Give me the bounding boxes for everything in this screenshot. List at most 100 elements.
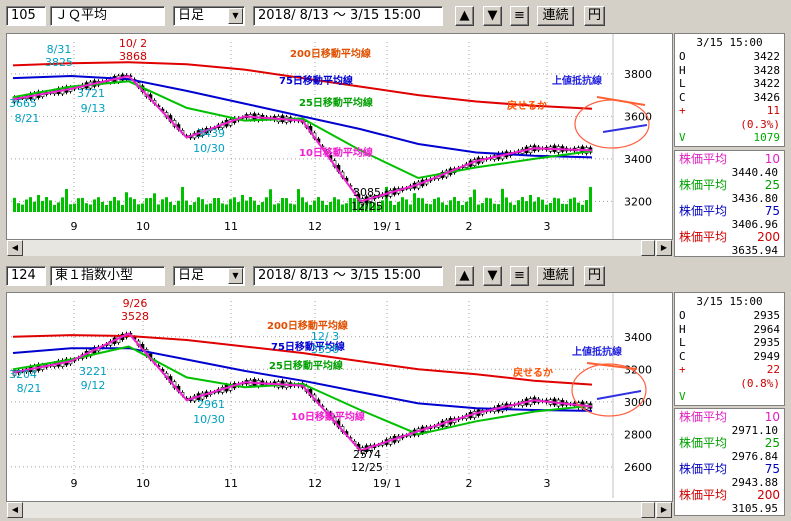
chart-annotation: 戻せるか xyxy=(512,366,553,379)
volume-bar xyxy=(57,202,60,212)
name-field[interactable]: ＪＱ平均 xyxy=(50,6,165,26)
horizontal-scrollbar[interactable]: ◀ ▶ xyxy=(7,502,672,518)
prev-button[interactable]: ▲ xyxy=(455,266,474,286)
volume-bar xyxy=(245,200,248,212)
chevron-down-icon[interactable]: ▼ xyxy=(228,268,243,284)
volume-bar xyxy=(29,197,32,212)
quote-panel: 3/15 15:00 O 3422 H 3428 L 3422 C 3426 +11 (0.3%)… xyxy=(674,33,785,147)
ma-value: 2976.84 xyxy=(731,450,778,463)
volume-bar xyxy=(93,199,96,212)
ma-line xyxy=(12,74,593,159)
chart-area[interactable]: 3200 3400 3600 3800 9 10 11 12 19/ 1 2 3 200日移動平均線 7… xyxy=(6,33,673,240)
price-label: 3868 xyxy=(119,50,147,63)
ma-panel: 株価平均 10 2971.10 株価平均 25 2976.84 株価平均 75 2943.88 株… xyxy=(674,408,785,516)
arrow-up-icon: ▲ xyxy=(459,268,470,283)
chart-area[interactable]: 2600 2800 3000 3200 3400 9 10 11 12 19/ 1 2 3 200日移動… xyxy=(6,292,673,502)
volume-bar xyxy=(141,203,144,212)
horizontal-scrollbar[interactable]: ◀ ▶ xyxy=(7,240,672,256)
volume-bar xyxy=(281,197,284,212)
quote-value: 3428 xyxy=(753,63,781,77)
y-tick-label: 3800 xyxy=(624,68,652,81)
date-range-field[interactable]: 2018/ 8/13 ～ 3/15 15:00 xyxy=(253,266,443,286)
y-tick-label: 3000 xyxy=(624,396,652,409)
arrow-down-icon: ▼ xyxy=(487,268,498,283)
yen-button[interactable]: 円 xyxy=(584,6,605,26)
volume-bar xyxy=(253,200,256,212)
continuous-button[interactable]: 連続 xyxy=(537,6,574,26)
volume-bar xyxy=(437,197,440,212)
period-select[interactable]: 日足 ▼ xyxy=(173,266,245,286)
quote-row: +22 xyxy=(677,363,782,376)
price-label: 3825 xyxy=(45,56,73,69)
menu-button[interactable]: ≡ xyxy=(510,6,529,26)
volume-bar xyxy=(13,197,16,212)
quote-row: (0.3%) xyxy=(677,118,782,131)
scroll-left-icon[interactable]: ◀ xyxy=(7,502,23,518)
resistance-stroke xyxy=(586,362,638,370)
ma-line xyxy=(12,332,593,452)
scroll-thumb[interactable] xyxy=(641,240,655,256)
volume-bar xyxy=(325,204,328,212)
volume-bar xyxy=(21,204,24,212)
chevron-down-icon[interactable]: ▼ xyxy=(228,8,243,24)
scroll-right-icon[interactable]: ▶ xyxy=(656,240,672,256)
volume-bar xyxy=(445,204,448,212)
quote-value: 3422 xyxy=(753,50,781,63)
volume-bar xyxy=(401,197,404,212)
volume-bar xyxy=(293,204,296,212)
volume-bar xyxy=(257,204,260,212)
chart-annotation: 上値抵抗線 xyxy=(572,345,622,358)
menu-button[interactable]: ≡ xyxy=(510,266,529,286)
volume-bar xyxy=(129,197,132,212)
yen-button[interactable]: 円 xyxy=(584,266,605,286)
name-field[interactable]: 東１指数小型 xyxy=(50,266,165,286)
scroll-right-icon[interactable]: ▶ xyxy=(656,502,672,518)
ma-label: 株価平均 75 xyxy=(677,463,782,476)
volume-bar xyxy=(301,197,304,212)
volume-bar xyxy=(489,198,492,212)
quote-key: V xyxy=(679,131,686,144)
toolbar: 105 ＪＱ平均 日足 ▼ 2018/ 8/13 ～ 3/15 15:00 ▲ … xyxy=(0,0,791,30)
price-label: 10/30 xyxy=(193,142,225,155)
volume-bar xyxy=(289,203,292,212)
x-tick-label: 19/ 1 xyxy=(373,220,401,233)
x-tick-label: 19/ 1 xyxy=(373,477,401,490)
quote-value: 11 xyxy=(766,104,780,117)
quote-row: V 1079 xyxy=(677,131,782,144)
price-label: 9/13 xyxy=(81,102,106,115)
volume-bar xyxy=(389,200,392,212)
volume-bar xyxy=(345,203,348,212)
scroll-left-icon[interactable]: ◀ xyxy=(7,240,23,256)
volume-bar xyxy=(321,200,324,212)
next-button[interactable]: ▼ xyxy=(483,266,502,286)
quote-value: 1079 xyxy=(753,131,781,144)
volume-bar xyxy=(521,197,524,212)
volume-bar xyxy=(481,203,484,212)
volume-bar xyxy=(225,204,228,212)
period-select[interactable]: 日足 ▼ xyxy=(173,6,245,26)
prev-button[interactable]: ▲ xyxy=(455,6,474,26)
ma-line xyxy=(12,345,593,436)
volume-bar xyxy=(341,204,344,212)
next-button[interactable]: ▼ xyxy=(483,6,502,26)
price-label: 3665 xyxy=(9,97,37,110)
x-tick-label: 11 xyxy=(224,477,238,490)
code-field[interactable]: 105 xyxy=(6,6,46,26)
volume-bar xyxy=(329,201,332,212)
quote-value: (0.8%) xyxy=(740,376,780,390)
y-tick-label: 2800 xyxy=(624,428,652,441)
volume-bar xyxy=(537,197,540,212)
ma-value: 3436.80 xyxy=(731,192,778,205)
volume-bar xyxy=(373,202,376,212)
volume-bar xyxy=(377,204,380,212)
quote-key: V xyxy=(679,390,686,403)
continuous-button[interactable]: 連続 xyxy=(537,266,574,286)
code-field[interactable]: 124 xyxy=(6,266,46,286)
volume-bar xyxy=(89,204,92,212)
scroll-thumb[interactable] xyxy=(641,502,655,518)
volume-bar xyxy=(517,200,520,212)
chart-panel-tse1-small: 124 東１指数小型 日足 ▼ 2018/ 8/13 ～ 3/15 15:00 … xyxy=(0,260,791,521)
date-range-field[interactable]: 2018/ 8/13 ～ 3/15 15:00 xyxy=(253,6,443,26)
resistance-stroke xyxy=(596,96,646,106)
x-tick-label: 9 xyxy=(71,477,78,490)
